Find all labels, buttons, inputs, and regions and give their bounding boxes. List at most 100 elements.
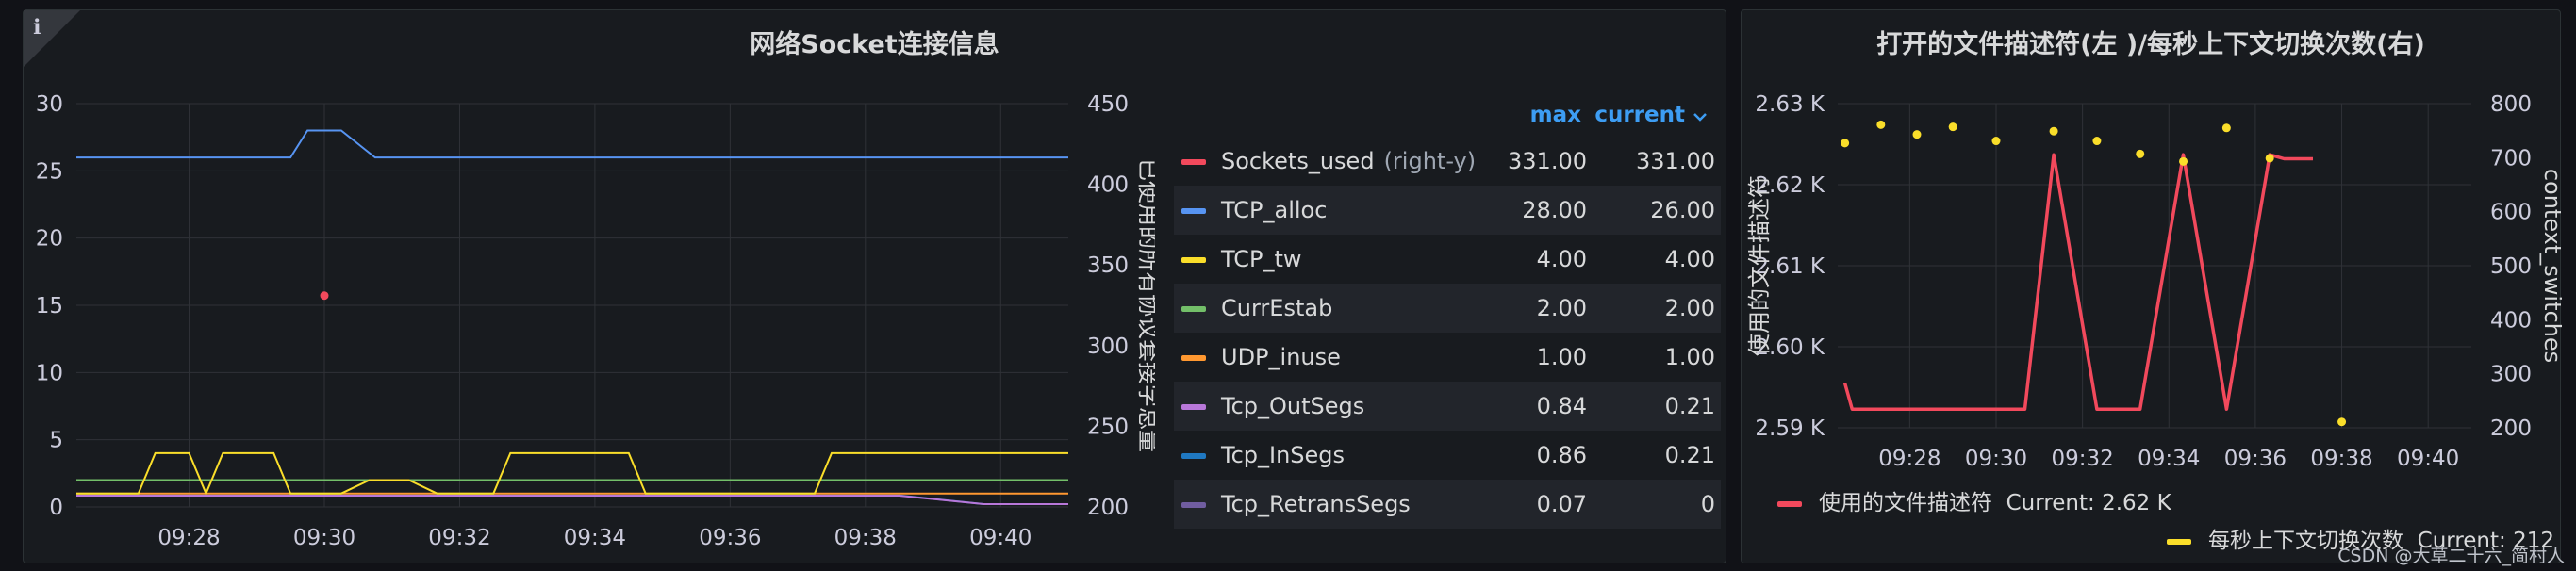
legend-item-fd[interactable]: 使用的文件描述符 Current: 2.62 K <box>1777 484 2171 516</box>
socket-chart[interactable]: 0 5 10 15 20 25 30 200 250 300 350 400 450 09:28 09:30… <box>24 10 1155 564</box>
series-point-context-switches <box>1876 120 1886 129</box>
series-point-context-switches <box>1841 139 1850 148</box>
legend-series-label: Sockets_used <box>1221 148 1375 174</box>
y-right-axis-label: context_switches <box>2539 169 2562 363</box>
legend-swatch <box>1181 404 1206 410</box>
series-line-file-descriptors <box>1842 153 2313 411</box>
legend-series-name[interactable]: Sockets_used (right-y) <box>1221 148 1476 174</box>
legend-series-name[interactable]: UDP_inuse <box>1221 344 1341 370</box>
y-left-tick-label: 2.60 K <box>1755 335 1825 360</box>
legend-row[interactable]: TCP_tw 4.00 4.00 <box>1174 235 1721 284</box>
legend-row[interactable]: UDP_inuse 1.00 1.00 <box>1174 333 1721 382</box>
legend-current-value: 26.00 <box>1650 197 1715 223</box>
legend-series-label: Tcp_InSegs <box>1221 442 1346 468</box>
legend-max-value: 0.86 <box>1536 442 1587 468</box>
y-left-axis-label: 使用的文件描述符 <box>1746 175 1773 356</box>
x-tick-label: 09:40 <box>969 526 1032 550</box>
series-line-TCP_tw <box>76 451 1068 497</box>
legend-axis-hint: (right-y) <box>1383 148 1477 174</box>
legend-max-value: 0.84 <box>1536 393 1587 419</box>
legend-series-name[interactable]: TCP_tw <box>1221 246 1302 272</box>
legend-current-value: 331.00 <box>1636 148 1715 174</box>
legend-current-label: Current: <box>2417 529 2506 553</box>
file-descriptor-panel: 打开的文件描述符(左 )/每秒上下文切换次数(右) 2.59 K 2.60 K 2.… <box>1741 9 2562 564</box>
series-line-TCP_alloc <box>76 129 1068 159</box>
y-left-tick-label: 30 <box>36 92 63 117</box>
y-right-tick-label: 500 <box>2490 254 2532 279</box>
legend-item-ctx[interactable]: 每秒上下文切换次数 Current: 212 <box>2167 522 2554 554</box>
x-tick-label: 09:34 <box>2138 447 2200 471</box>
legend-current-value: 2.62 K <box>2102 491 2171 515</box>
legend-max-value: 331.00 <box>1508 148 1587 174</box>
y-right-tick-label: 200 <box>1087 496 1129 520</box>
legend-current-header[interactable]: current <box>1594 103 1685 127</box>
legend-series-name[interactable]: TCP_alloc <box>1221 197 1327 223</box>
legend-series-label: TCP_tw <box>1221 246 1302 272</box>
legend-swatch <box>1181 159 1206 165</box>
legend-header: max current <box>1174 95 1721 137</box>
legend-current-value: 212 <box>2513 529 2554 553</box>
series-point-context-switches <box>1912 130 1922 139</box>
legend-current-value: 0.21 <box>1664 442 1715 468</box>
legend-swatch <box>1181 355 1206 361</box>
info-icon[interactable]: ℹ <box>33 16 41 40</box>
x-tick-label: 09:30 <box>1965 447 2027 471</box>
legend-swatch <box>1181 257 1206 263</box>
grid <box>76 103 1068 508</box>
legend-swatch <box>1777 500 1802 507</box>
series-point-context-switches <box>2221 123 2231 133</box>
legend-series-name[interactable]: Tcp_RetransSegs <box>1221 491 1411 517</box>
legend-series-label: CurrEstab <box>1221 295 1333 321</box>
series-point-context-switches <box>1948 122 1957 132</box>
legend-name: 每秒上下文切换次数 <box>2208 529 2404 553</box>
legend-swatch <box>1181 502 1206 508</box>
legend-row[interactable]: CurrEstab 2.00 2.00 <box>1174 284 1721 333</box>
chevron-down-icon[interactable] <box>1691 108 1709 127</box>
series-line-Tcp_InSegs <box>76 494 1068 505</box>
panel-info-corner[interactable]: ℹ <box>24 10 80 67</box>
series-point-context-switches <box>2092 137 2102 146</box>
y-left-tick-label: 2.61 K <box>1755 254 1825 279</box>
legend-current-value: 2.00 <box>1664 295 1715 321</box>
panel-title[interactable]: 网络Socket连接信息 <box>750 30 999 59</box>
panel-title[interactable]: 打开的文件描述符(左 )/每秒上下文切换次数(右) <box>1876 30 2425 59</box>
y-left-tick-label: 2.59 K <box>1755 416 1825 441</box>
legend-series-name[interactable]: CurrEstab <box>1221 295 1332 321</box>
legend-row[interactable]: Tcp_InSegs 0.86 0.21 <box>1174 431 1721 480</box>
x-tick-label: 09:38 <box>2310 447 2372 471</box>
y-left-tick-label: 25 <box>36 159 63 184</box>
legend-series-label: UDP_inuse <box>1221 344 1341 370</box>
watermark: CSDN @大草二十六_简村人 <box>2337 546 2565 566</box>
legend-max-value: 2.00 <box>1536 295 1587 321</box>
legend-current-value: 0 <box>1700 491 1715 517</box>
legend-series-label: TCP_alloc <box>1221 197 1328 223</box>
x-tick-label: 09:30 <box>293 526 355 550</box>
legend-current-value: 4.00 <box>1664 246 1715 272</box>
series-point-context-switches <box>2265 154 2274 163</box>
legend-row[interactable]: Sockets_used (right-y) 331.00 331.00 <box>1174 137 1721 186</box>
legend-row[interactable]: Tcp_RetransSegs 0.07 0 <box>1174 480 1721 529</box>
grid <box>1838 103 2471 429</box>
legend-row[interactable]: TCP_alloc 28.00 26.00 <box>1174 186 1721 235</box>
series-line-Tcp_OutSegs <box>76 495 1068 505</box>
legend-max-value: 4.00 <box>1536 246 1587 272</box>
legend-max-header[interactable]: max <box>1529 103 1581 127</box>
legend-current-value: 0.21 <box>1664 393 1715 419</box>
legend-series-name[interactable]: Tcp_InSegs <box>1221 442 1345 468</box>
series-point-context-switches <box>2136 149 2145 158</box>
x-tick-label: 09:28 <box>157 526 220 550</box>
y-left-tick-label: 2.63 K <box>1755 92 1825 117</box>
legend-current-value: 1.00 <box>1664 344 1715 370</box>
legend-swatch <box>1181 306 1206 312</box>
y-right-tick-label: 800 <box>2490 92 2532 117</box>
legend-row[interactable]: Tcp_OutSegs 0.84 0.21 <box>1174 382 1721 431</box>
y-left-tick-label: 10 <box>36 361 63 385</box>
fd-chart[interactable]: 2.59 K 2.60 K 2.61 K 2.62 K 2.63 K 200 300 400 5… <box>1742 10 2562 564</box>
x-tick-label: 09:36 <box>699 526 761 550</box>
legend-series-name[interactable]: Tcp_OutSegs <box>1221 393 1364 419</box>
series-point-Sockets_used <box>320 291 329 301</box>
y-right-axis-label: 已使用的所有协议套接字总量 <box>1135 158 1155 452</box>
x-tick-label: 09:32 <box>428 526 490 550</box>
x-tick-label: 09:38 <box>834 526 897 550</box>
y-right-tick-label: 350 <box>1087 253 1129 278</box>
